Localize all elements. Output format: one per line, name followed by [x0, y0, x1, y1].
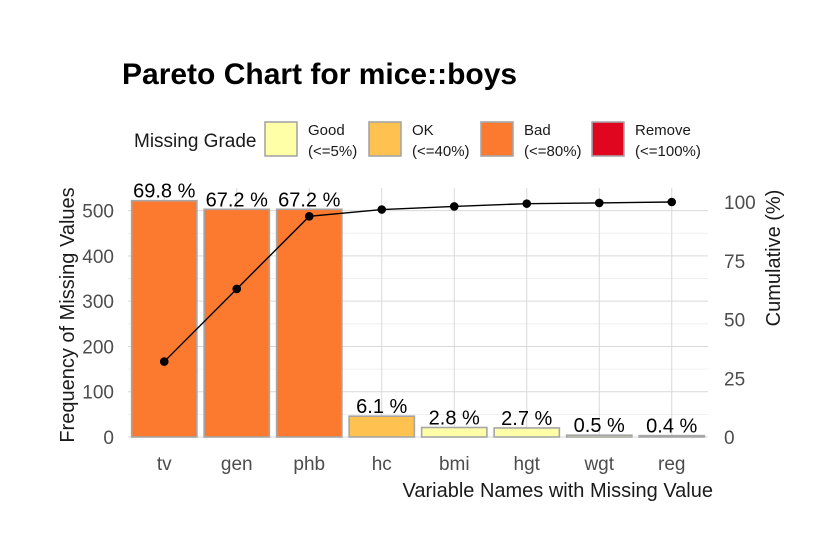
cumulative-point-wgt: [594, 198, 604, 208]
legend-swatch-good: [264, 121, 298, 157]
x-tick-label: wgt: [583, 454, 614, 475]
x-axis-title: Variable Names with Missing Value: [403, 480, 714, 502]
cumulative-polyline: [163, 201, 672, 363]
legend-range-remove: (<=100%): [635, 143, 701, 160]
y2-tick-label: 0: [724, 428, 735, 449]
y-tick-label: 300: [82, 292, 114, 313]
bar-label-gen: 67.2 %: [206, 189, 268, 211]
bar-wgt: [565, 434, 633, 438]
y-tick-label: 0: [103, 428, 114, 449]
bar-label-reg: 0.4 %: [646, 416, 697, 438]
bar-tv: [130, 199, 198, 438]
y-tick-label: 200: [82, 337, 114, 358]
bar-reg: [638, 434, 706, 438]
bar-label-hgt: 2.7 %: [501, 408, 552, 430]
bar-hgt: [493, 427, 561, 438]
y2-axis-title: Cumulative (%): [763, 190, 785, 327]
x-tick-label: hgt: [514, 454, 541, 475]
y2-axis-ticks: 0 25 50 75 100: [724, 193, 756, 449]
legend-label-ok: OK: [412, 122, 434, 139]
bar-labels: 69.8 % 67.2 % 67.2 % 6.1 % 2.8 % 2.7 % 0.5 % 0.…: [133, 181, 697, 438]
cumulative-point-bmi: [449, 202, 459, 211]
legend-range-bad: (<=80%): [524, 143, 582, 160]
legend-label-remove: Remove: [635, 122, 691, 139]
cumulative-point-tv: [159, 357, 169, 366]
bar-label-tv: 69.8 %: [133, 181, 195, 203]
y-tick-label: 400: [82, 247, 114, 268]
cumulative-point-reg: [667, 197, 677, 207]
bar-label-bmi: 2.8 %: [429, 407, 480, 429]
legend-swatch-ok: [368, 121, 402, 157]
bar-gen: [203, 208, 271, 438]
chart-title: Pareto Chart for mice::boys: [122, 58, 517, 91]
bar-phb: [275, 208, 343, 438]
bar-hc: [348, 415, 416, 438]
bar-label-hc: 6.1 %: [356, 396, 407, 418]
y-tick-label: 500: [82, 202, 114, 223]
x-tick-label: bmi: [439, 454, 470, 475]
legend-range-ok: (<=40%): [412, 143, 470, 160]
bar-bmi: [420, 426, 488, 438]
cumulative-line: [159, 197, 677, 366]
legend-swatch-remove: [591, 121, 625, 157]
x-tick-label: phb: [293, 454, 325, 475]
bar-label-phb: 67.2 %: [278, 189, 340, 211]
legend-range-good: (<=5%): [308, 143, 357, 160]
cumulative-point-hc: [377, 205, 387, 214]
legend-title: Missing Grade: [134, 131, 257, 152]
plot-area: 69.8 % 67.2 % 67.2 % 6.1 % 2.8 % 2.7 % 0.5 % 0.…: [128, 181, 708, 438]
legend-label-bad: Bad: [524, 122, 551, 139]
legend-swatch-bad: [480, 121, 514, 157]
x-tick-label: reg: [658, 454, 685, 475]
bars: [130, 199, 706, 438]
x-axis-ticks: tv gen phb hc bmi hgt wgt reg: [157, 454, 686, 475]
x-tick-label: hc: [372, 454, 392, 475]
y2-tick-label: 100: [724, 193, 756, 214]
y2-tick-label: 50: [724, 311, 745, 332]
cumulative-point-hgt: [522, 199, 532, 208]
x-tick-label: gen: [221, 454, 253, 475]
y2-tick-label: 75: [724, 252, 745, 273]
legend-label-good: Good: [308, 122, 345, 139]
y-axis-ticks: 0 100 200 300 400 500: [82, 202, 114, 449]
legend: Missing Grade Good (<=5%) OK (<=40%) Bad (<=8…: [134, 121, 701, 160]
bar-label-wgt: 0.5 %: [574, 415, 625, 437]
y-tick-label: 100: [82, 383, 114, 404]
cumulative-point-gen: [232, 284, 242, 294]
y2-tick-label: 25: [724, 369, 745, 390]
y-axis-title: Frequency of Missing Values: [57, 187, 79, 442]
cumulative-point-phb: [304, 212, 314, 221]
x-tick-label: tv: [157, 454, 172, 475]
